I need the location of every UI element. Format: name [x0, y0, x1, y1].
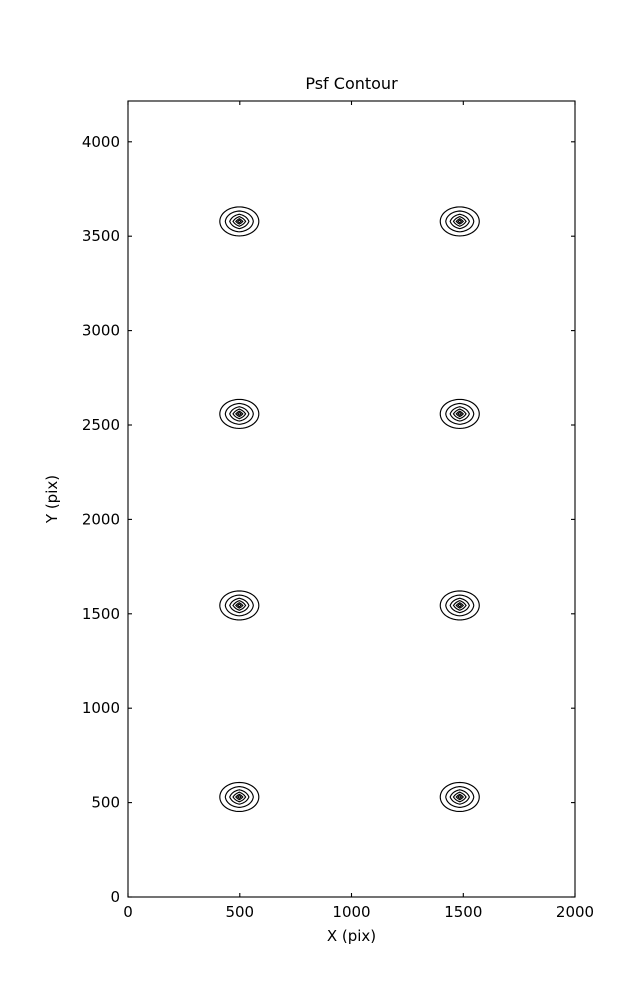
- contour-ring: [229, 789, 250, 805]
- y-axis-ticks: [128, 141, 575, 898]
- contour-ring: [455, 602, 465, 609]
- y-axis-label: Y (pix): [43, 475, 61, 524]
- contour-ring: [236, 219, 242, 224]
- contour-ring: [445, 594, 475, 617]
- y-tick-label: 2000: [82, 510, 120, 528]
- contour-ring: [449, 789, 470, 805]
- contour-ring: [445, 786, 475, 808]
- contour-ring: [232, 600, 247, 611]
- y-tick-label: 4000: [82, 133, 120, 151]
- contour-ring: [457, 794, 463, 799]
- contour-ring: [232, 791, 247, 803]
- contour-ring: [235, 602, 244, 609]
- x-tick-label: 1500: [444, 903, 482, 921]
- contour-ring: [452, 791, 467, 803]
- contour-ring: [445, 402, 475, 425]
- y-tick-label: 3500: [82, 227, 120, 245]
- contour-ring: [455, 793, 465, 801]
- contour-ring: [219, 590, 260, 621]
- contour-ring: [452, 215, 467, 227]
- contour-ring: [224, 402, 254, 425]
- contour-ring: [234, 218, 244, 225]
- contour-ring: [229, 597, 250, 614]
- contour-ring: [224, 210, 254, 233]
- contour-ring: [229, 406, 250, 422]
- y-axis-tick-labels: 0 500 1000 1500 2000 2500 3000 3500 4000: [82, 133, 120, 906]
- contour-ring: [232, 215, 247, 227]
- contour-ring: [236, 411, 242, 416]
- contour-ring: [455, 218, 465, 225]
- y-tick-label: 500: [91, 794, 120, 812]
- contour-ring: [449, 213, 470, 230]
- contour-ring: [449, 597, 470, 614]
- y-tick-label: 3000: [82, 322, 120, 340]
- contour-ring: [449, 406, 470, 422]
- page-title: Psf Contour: [305, 74, 398, 93]
- x-axis-label: X (pix): [327, 927, 376, 945]
- contour-ring: [452, 408, 467, 420]
- contour-ring: [234, 410, 244, 418]
- contour-ring: [439, 398, 480, 429]
- y-tick-label: 1500: [82, 605, 120, 623]
- contour-ring: [439, 781, 480, 813]
- contour-ring: [439, 206, 480, 237]
- contour-ring: [229, 213, 250, 230]
- plot-area-background: [128, 101, 575, 897]
- x-tick-label: 2000: [556, 903, 594, 921]
- contour-ring: [455, 410, 465, 418]
- contour-ring: [224, 594, 254, 617]
- contour-ring: [236, 794, 242, 799]
- contour-ring: [457, 411, 463, 416]
- x-tick-label: 1000: [332, 903, 370, 921]
- y-tick-label: 1000: [82, 699, 120, 717]
- x-tick-label: 0: [123, 903, 133, 921]
- contour-ring: [219, 781, 260, 813]
- x-axis-tick-labels: 0 500 1000 1500 2000: [123, 903, 594, 921]
- y-tick-label: 2500: [82, 416, 120, 434]
- contour-ring: [445, 210, 475, 233]
- contour-ring: [234, 793, 244, 801]
- contour-ring: [439, 590, 480, 621]
- contour-ring: [452, 600, 467, 611]
- contour-ring: [232, 408, 247, 420]
- x-axis-ticks: [127, 101, 576, 897]
- contour-ring: [224, 786, 254, 808]
- x-tick-label: 500: [225, 903, 254, 921]
- psf-contour-group: [219, 206, 480, 813]
- contour-ring: [457, 603, 463, 608]
- contour-ring: [457, 219, 463, 224]
- y-tick-label: 0: [110, 888, 120, 906]
- contour-ring: [236, 603, 242, 608]
- contour-ring: [219, 206, 260, 237]
- contour-ring: [219, 398, 260, 429]
